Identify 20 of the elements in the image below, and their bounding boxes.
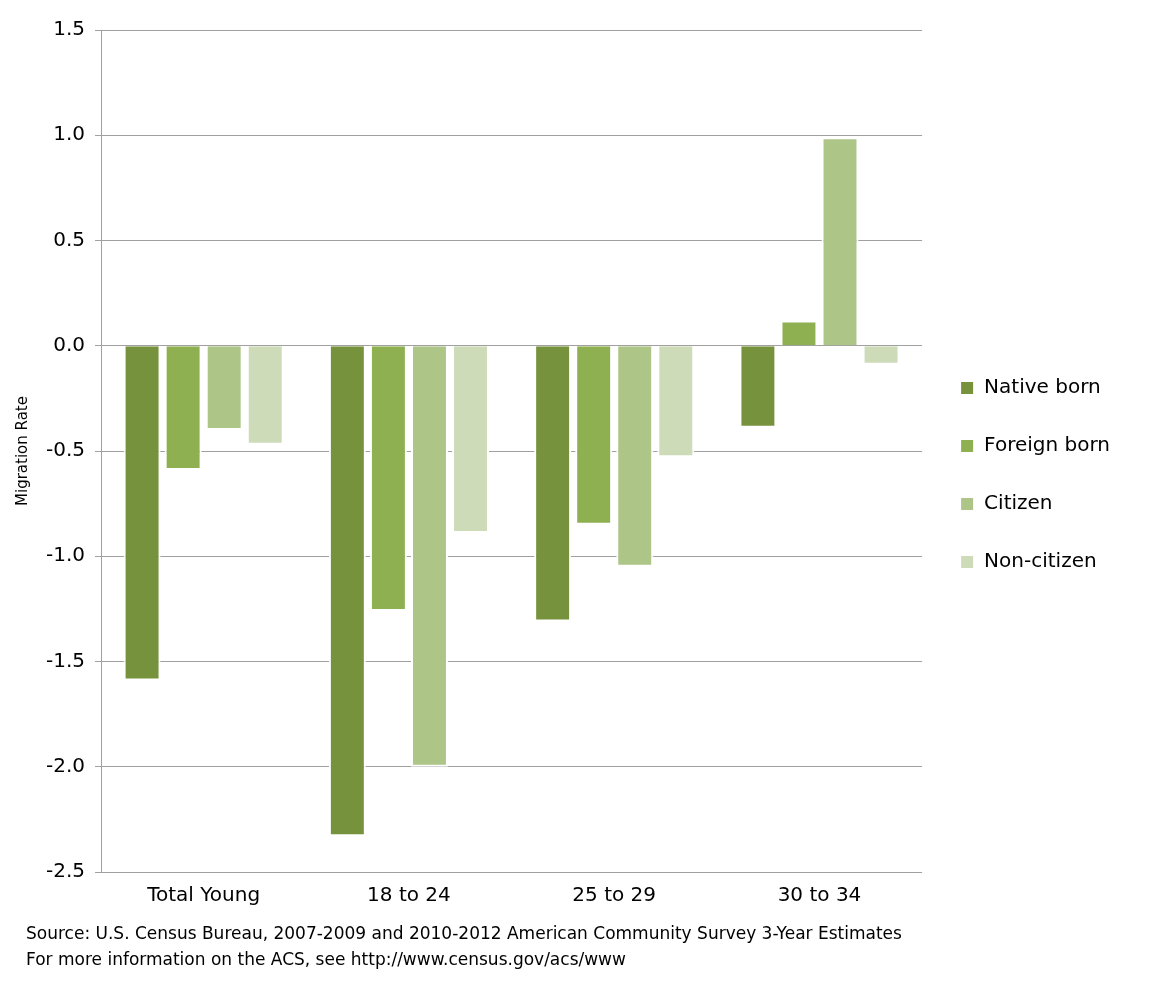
legend-label: Native born xyxy=(984,374,1101,399)
x-tick-label: 30 to 34 xyxy=(777,882,862,907)
legend-label: Foreign born xyxy=(984,432,1111,457)
text: For more information on the ACS, see http://www.census.gov/acs/www xyxy=(26,948,627,971)
y-axis-title: Migration Rate xyxy=(12,396,31,506)
legend-label: Non-citizen xyxy=(984,548,1097,573)
y-tick-label: -0.5 xyxy=(45,437,86,462)
y-tick-label: -1.5 xyxy=(45,647,86,672)
y-tick-label: 1.0 xyxy=(53,121,86,146)
x-tick-label: 25 to 29 xyxy=(572,882,657,907)
y-tick-label: -1.0 xyxy=(45,542,86,567)
x-tick-label: Total Young xyxy=(146,882,261,907)
y-tick-label: -2.0 xyxy=(45,752,86,777)
source-note: Source: U.S. Census Bureau, 2007-2009 and 2010-2012 American Community Survey 3-Year Estimates xyxy=(26,922,903,945)
y-tick-label: 0.0 xyxy=(53,331,86,356)
y-tick-label: 0.5 xyxy=(53,226,86,251)
legend-label: Citizen xyxy=(984,490,1053,515)
x-tick-label: 18 to 24 xyxy=(367,882,451,907)
y-tick-label: 1.5 xyxy=(53,16,86,41)
y-tick-label: -2.5 xyxy=(45,858,86,883)
